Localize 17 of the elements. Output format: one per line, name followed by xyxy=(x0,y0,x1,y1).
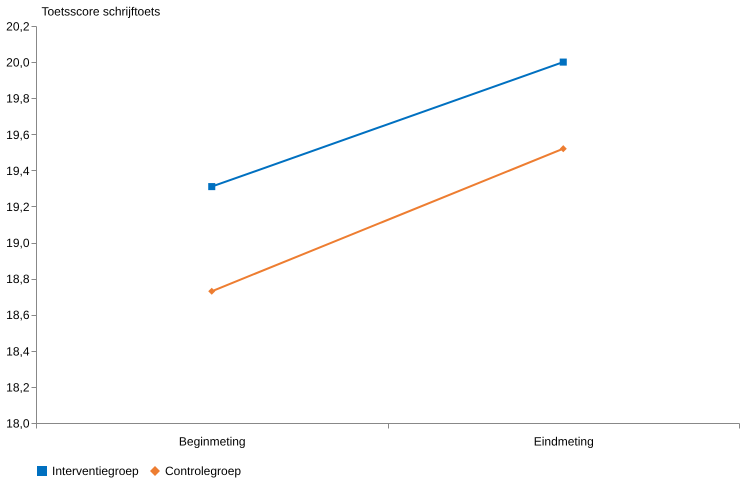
y-axis-title: Toetsscore schrijftoets xyxy=(42,4,160,18)
y-tick-label: 18,2 xyxy=(6,380,30,394)
y-tick-label: 18,4 xyxy=(6,344,30,358)
y-tick-label: 19,2 xyxy=(6,200,30,214)
x-tick-label: Beginmeting xyxy=(178,434,246,448)
x-tick-label: Eindmeting xyxy=(534,434,594,448)
y-tick-label: 20,2 xyxy=(6,20,30,34)
y-tick-label: 19,8 xyxy=(6,92,30,106)
y-tick-label: 19,6 xyxy=(6,128,30,142)
y-tick-label: 18,8 xyxy=(6,272,30,286)
y-tick-label: 18,6 xyxy=(6,308,30,322)
legend-label: Interventiegroep xyxy=(52,464,140,478)
legend-label: Controlegroep xyxy=(165,464,242,478)
y-tick-label: 18,0 xyxy=(6,416,30,430)
y-tick-label: 19,4 xyxy=(6,164,30,178)
y-tick-label: 19,0 xyxy=(6,236,30,250)
y-tick-label: 20,0 xyxy=(6,56,30,70)
